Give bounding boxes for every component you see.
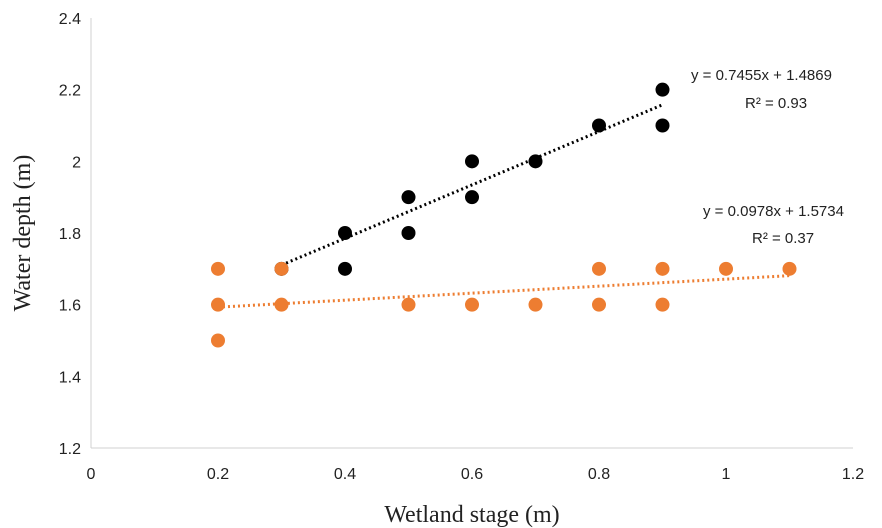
axes: 0 0.2 0.4 0.6 0.8 1 1.2 1.2 1.4 1.6 1.8 2 2.2 2.4 [59, 11, 864, 483]
trendline-equation-1: y = 0.7455x + 1.4869 [691, 67, 832, 84]
trendline-2 [217, 274, 790, 309]
y-tick-label: 1.2 [59, 441, 81, 458]
x-axis-title: Wetland stage (m) [384, 502, 559, 528]
y-tick-label: 1.6 [59, 298, 81, 315]
data-points [211, 82, 797, 348]
data-point-series-2 [274, 261, 289, 276]
y-axis-title: Water depth (m) [10, 155, 36, 312]
data-point-series-2 [655, 261, 670, 276]
data-point-series-2 [592, 261, 606, 276]
data-point-series-1 [465, 154, 479, 169]
trendline-r2-2: R² = 0.37 [752, 230, 814, 247]
x-tick-label: 0.6 [461, 466, 483, 483]
y-tick-label: 2.4 [59, 11, 81, 28]
trendlines [217, 103, 790, 309]
x-tick-label: 1 [722, 466, 731, 483]
data-point-series-2 [528, 297, 543, 312]
data-point-series-2 [782, 261, 797, 276]
data-point-series-2 [211, 333, 225, 348]
data-point-series-2 [719, 261, 733, 276]
data-point-series-1 [465, 190, 479, 205]
y-tick-label: 2.2 [59, 83, 81, 100]
data-point-series-2 [465, 297, 479, 312]
data-point-series-1 [655, 118, 670, 133]
data-point-series-2 [401, 297, 416, 312]
data-point-series-2 [211, 261, 225, 276]
data-point-series-1 [401, 226, 416, 240]
data-point-series-1 [655, 82, 670, 97]
data-point-series-2 [211, 297, 225, 312]
labels: y = 0.7455x + 1.4869 R² = 0.93 y = 0.097… [10, 67, 844, 528]
data-point-series-1 [528, 154, 543, 169]
y-tick-label: 2 [72, 154, 81, 171]
data-point-series-2 [592, 297, 606, 312]
data-point-series-2 [655, 297, 670, 312]
y-tick-label: 1.8 [59, 226, 81, 243]
data-point-series-1 [592, 118, 606, 133]
trendline-equation-2: y = 0.0978x + 1.5734 [703, 203, 844, 220]
x-tick-label: 0 [87, 466, 96, 483]
data-point-series-1 [401, 190, 416, 205]
data-point-series-2 [274, 297, 289, 312]
data-point-series-1 [338, 261, 352, 276]
trendline-r2-1: R² = 0.93 [745, 95, 807, 112]
y-tick-label: 1.4 [59, 369, 81, 386]
x-tick-label: 0.2 [207, 466, 229, 483]
data-point-series-1 [338, 226, 352, 240]
x-tick-label: 0.8 [588, 466, 610, 483]
x-tick-label: 1.2 [842, 466, 864, 483]
trendline-1 [280, 103, 664, 267]
x-tick-label: 0.4 [334, 466, 356, 483]
